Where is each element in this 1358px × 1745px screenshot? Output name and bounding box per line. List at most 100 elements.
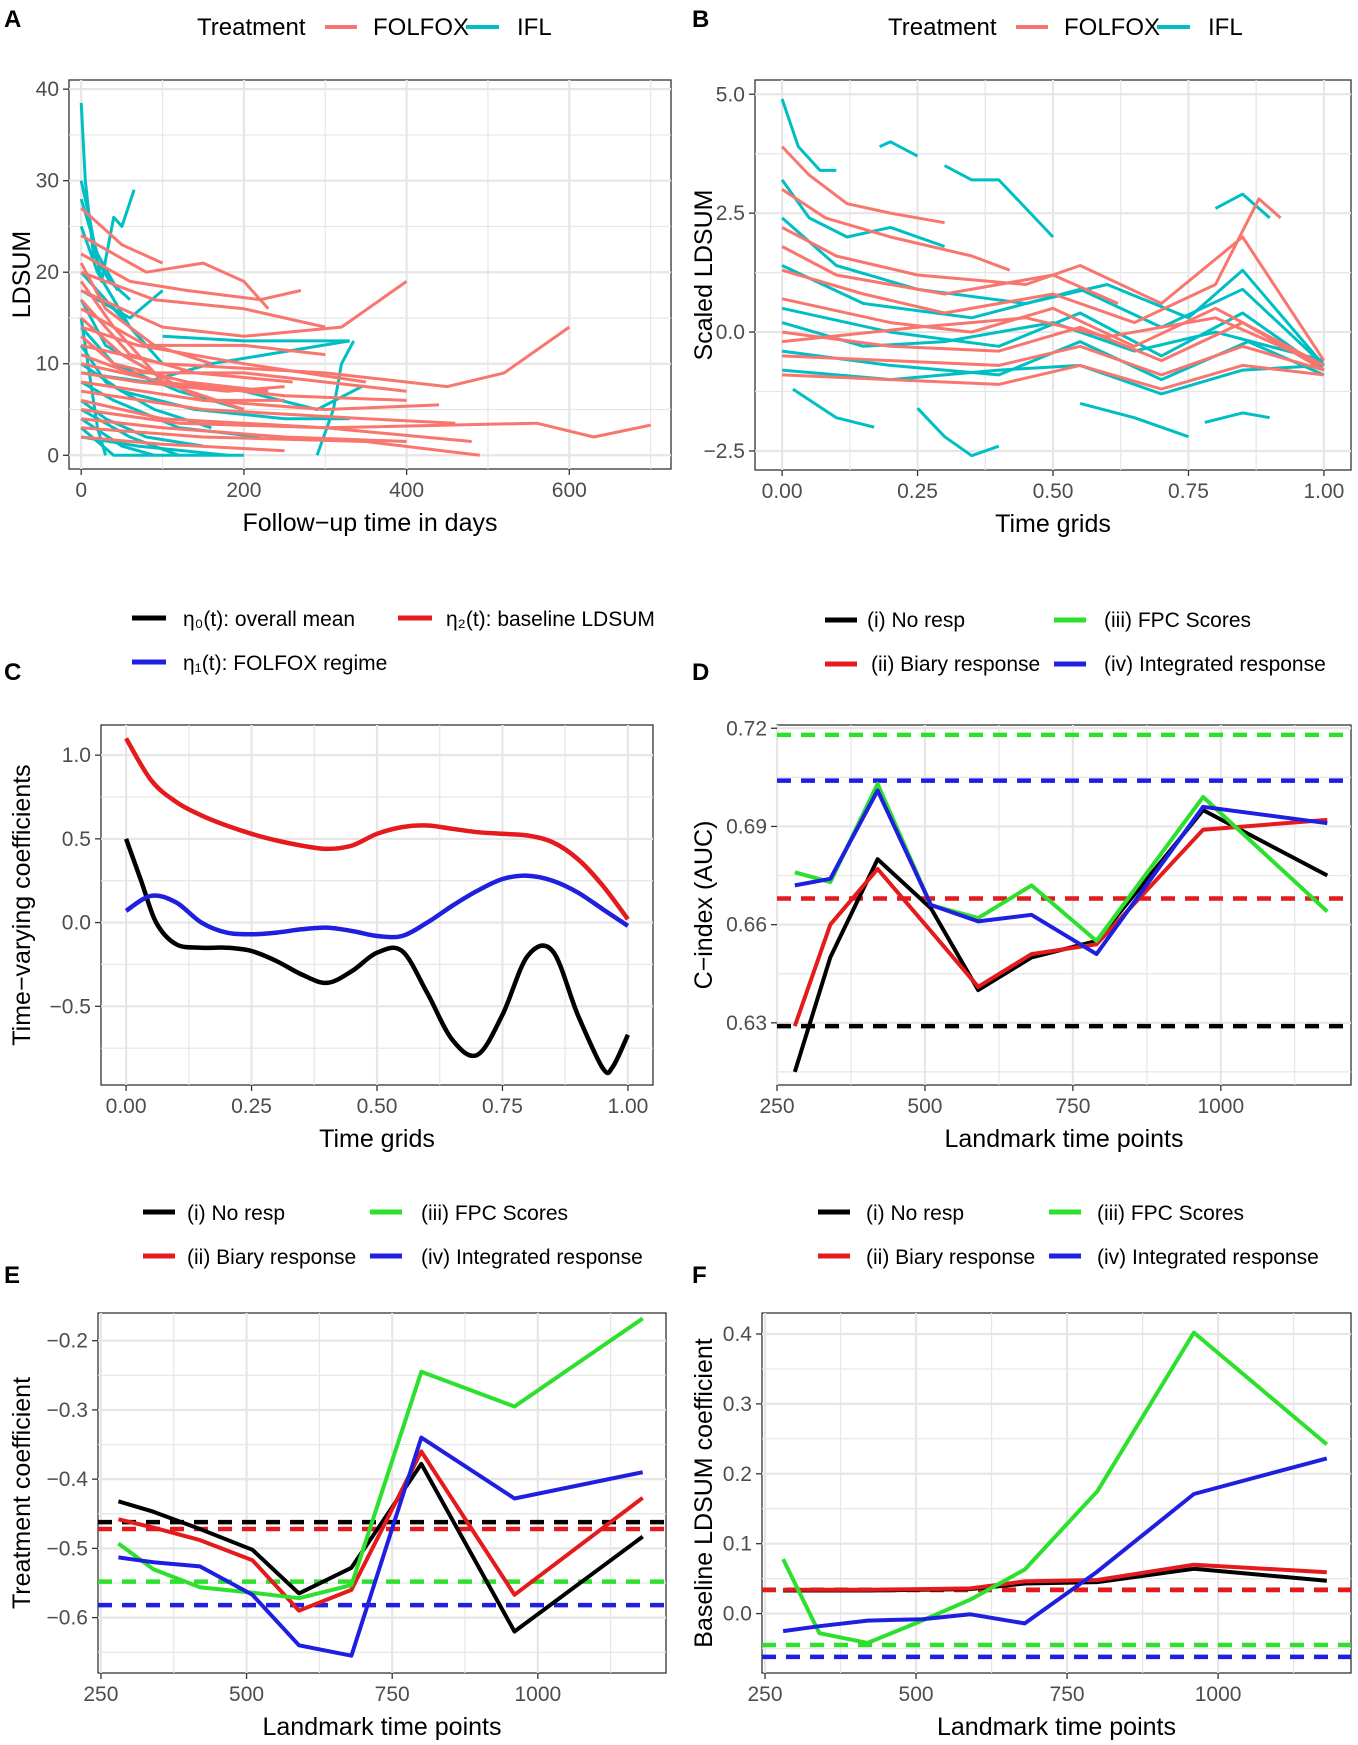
chart-panel-a: 0 200 400 600 0 10 20 30 40 Follow−up time in day…: [8, 78, 672, 537]
legend-title: Treatment: [197, 14, 306, 41]
x-tick-label: 200: [226, 479, 261, 502]
y-tick-label: 10: [36, 353, 59, 376]
x-axis-title: Time grids: [319, 1125, 435, 1153]
trajectory-folfox: [781, 197, 1282, 325]
trajectory-ifl: [781, 306, 1325, 372]
x-tick-label: 0.75: [1168, 480, 1209, 503]
legend-label-folfox: FOLFOX: [373, 14, 469, 41]
trajectory-folfox: [79, 262, 212, 366]
legend-label-no-resp: (i) No resp: [866, 1202, 964, 1225]
y-tick-label: 0.2: [723, 1463, 752, 1486]
trajectory-folfox: [80, 316, 285, 402]
x-tick-label: 500: [907, 1095, 942, 1118]
plot-marks: [123, 737, 630, 1076]
legend-label-integrated: (iv) Integrated response: [1097, 1246, 1319, 1269]
trajectory-ifl: [780, 98, 837, 172]
trajectory-folfox: [80, 389, 456, 425]
gridlines: [101, 725, 653, 1085]
legend-label-folfox: FOLFOX: [1064, 14, 1160, 41]
trajectory-folfox: [80, 298, 293, 384]
x-tick-label: 500: [899, 1683, 934, 1706]
legend-label-biary: (ii) Biary response: [871, 653, 1040, 676]
trajectory-ifl: [916, 407, 1000, 458]
chart-panel-d: 250 500 750 1000 0.63 0.66 0.69 0.72 Landmark ti…: [690, 717, 1352, 1153]
x-tick-label: 1000: [1195, 1683, 1242, 1706]
x-axis-title: Follow−up time in days: [243, 509, 498, 537]
panel-label-f: F: [692, 1262, 707, 1289]
y-tick-label: 30: [36, 170, 59, 193]
x-tick-label: 500: [229, 1683, 264, 1706]
y-tick-label: 40: [36, 78, 59, 101]
x-axis-title: Landmark time points: [262, 1713, 501, 1741]
y-tick-label: 20: [36, 261, 59, 284]
trajectory-folfox: [80, 234, 270, 310]
chart-panel-e: 250 500 750 1000 −0.6 −0.5 −0.4 −0.3 −0.2 Landmar…: [8, 1312, 667, 1741]
panel-label-b: B: [692, 6, 709, 33]
trajectory-folfox: [80, 408, 652, 439]
trajectory-folfox: [80, 362, 407, 402]
trajectory-folfox: [81, 426, 480, 457]
y-tick-label: 0.69: [726, 815, 767, 838]
y-axis-title: Baseline LDSUM coefficient: [690, 1338, 718, 1647]
y-tick-label: 0.1: [723, 1533, 752, 1556]
chart-panel-f: 250 500 750 1000 0.0 0.1 0.2 0.3 0.4 Landmark tim…: [690, 1312, 1352, 1741]
series-line: [783, 1562, 1327, 1592]
legend-label-integrated: (iv) Integrated response: [421, 1246, 643, 1269]
y-tick-label: −0.3: [47, 1399, 88, 1422]
panel-label-d: D: [692, 659, 709, 686]
trajectory-folfox: [80, 280, 408, 338]
trajectory-folfox: [781, 316, 1325, 367]
legend-label-no-resp: (i) No resp: [867, 609, 965, 632]
y-tick-label: −0.5: [47, 1537, 88, 1560]
trajectory-folfox: [781, 145, 945, 225]
plot-marks: [762, 1330, 1351, 1660]
y-tick-label: −2.5: [704, 440, 745, 463]
x-tick-label: 1.00: [1303, 480, 1344, 503]
chart-panel-b: 0.00 0.25 0.50 0.75 1.00 −2.5 0.0 2.5 5.0 Time gr…: [690, 79, 1352, 538]
trajectory-folfox: [80, 270, 326, 329]
x-tick-label: 0.50: [1033, 480, 1074, 503]
trajectory-folfox: [80, 371, 285, 393]
x-tick-label: 1000: [514, 1683, 561, 1706]
y-tick-label: −0.2: [47, 1330, 88, 1353]
x-tick-label: 0.50: [357, 1095, 398, 1118]
y-axis-title: Time−varying coefficients: [8, 764, 36, 1045]
plot-marks: [79, 102, 652, 457]
x-tick-label: 400: [389, 479, 424, 502]
y-axis-title: Scaled LDSUM: [690, 190, 718, 361]
trajectory-folfox: [781, 321, 1325, 372]
x-tick-label: 0.25: [231, 1095, 272, 1118]
trajectory-folfox: [80, 380, 440, 411]
y-tick-label: 0.0: [716, 321, 745, 344]
series-line: [123, 838, 630, 1076]
x-tick-label: 750: [375, 1683, 410, 1706]
trajectory-folfox: [782, 344, 1325, 377]
legend-coefficients-c: η₀(t): overall mean η₂(t): baseline LDSU…: [132, 608, 655, 675]
legend-label-integrated: (iv) Integrated response: [1104, 653, 1326, 676]
trajectory-ifl: [162, 334, 350, 343]
trajectory-folfox: [781, 297, 1325, 367]
series-line: [118, 1435, 644, 1658]
trajectory-ifl: [792, 387, 875, 429]
trajectory-folfox: [81, 435, 285, 453]
panel-label-c: C: [4, 659, 21, 686]
plot-marks: [777, 732, 1351, 1073]
trajectory-ifl: [878, 140, 919, 158]
x-tick-label: 0.00: [106, 1095, 147, 1118]
y-tick-label: 0.72: [726, 717, 767, 740]
trajectory-ifl: [315, 340, 356, 456]
trajectory-ifl: [1204, 411, 1270, 424]
trajectory-ifl: [79, 198, 120, 292]
legend-title: Treatment: [888, 14, 997, 41]
legend-label-eta1: η₁(t): FOLFOX regime: [183, 652, 387, 675]
series-line: [782, 1456, 1328, 1634]
legend-label-biary: (ii) Biary response: [187, 1246, 356, 1269]
trajectory-ifl: [780, 179, 946, 248]
series-line: [117, 1316, 644, 1601]
legend-label-ifl: IFL: [517, 14, 552, 41]
trajectory-folfox: [80, 252, 302, 302]
x-tick-label: 750: [1055, 1095, 1090, 1118]
series-line: [117, 1461, 644, 1634]
x-axis-title: Landmark time points: [937, 1713, 1176, 1741]
y-tick-label: 0.5: [62, 828, 91, 851]
